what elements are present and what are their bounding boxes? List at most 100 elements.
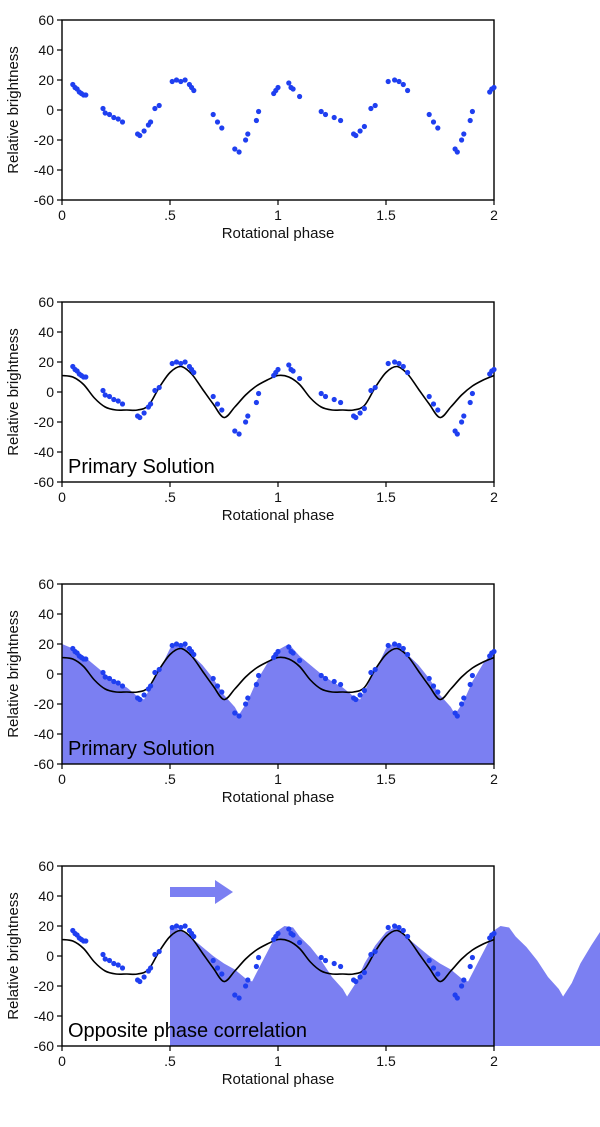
data-point xyxy=(106,393,113,400)
data-point xyxy=(106,111,113,118)
data-point xyxy=(111,960,117,967)
data-point xyxy=(338,963,344,970)
data-point xyxy=(290,86,296,92)
data-point xyxy=(100,951,106,958)
data-point xyxy=(372,948,378,955)
x-tick-label: 1.5 xyxy=(376,771,396,787)
data-point xyxy=(318,390,324,397)
data-point xyxy=(368,105,374,112)
y-tick-label: 20 xyxy=(38,354,54,370)
data-point xyxy=(253,963,259,970)
data-point xyxy=(435,407,441,413)
x-tick-label: .5 xyxy=(164,1053,176,1069)
y-tick-label: -20 xyxy=(34,414,54,430)
y-tick-label: -40 xyxy=(34,162,54,178)
data-point xyxy=(178,642,184,649)
data-point xyxy=(467,963,473,970)
data-point xyxy=(331,960,337,967)
data-point xyxy=(405,87,411,94)
data-point xyxy=(338,117,344,124)
y-tick-label: -20 xyxy=(34,696,54,712)
model-curve xyxy=(62,647,494,701)
data-point xyxy=(469,390,475,397)
data-point xyxy=(243,983,249,989)
data-point xyxy=(115,680,121,686)
data-point xyxy=(405,369,411,376)
data-point xyxy=(385,642,391,649)
data-point xyxy=(111,114,117,121)
panel-annotation: Primary Solution xyxy=(68,738,215,760)
brightness-fill-area xyxy=(170,926,600,1046)
data-point xyxy=(357,974,363,980)
y-tick-label: 0 xyxy=(46,384,54,400)
data-point xyxy=(156,666,162,673)
data-point xyxy=(491,648,497,655)
data-point xyxy=(100,669,106,676)
data-point xyxy=(469,954,475,961)
data-point xyxy=(426,393,432,400)
data-point xyxy=(178,360,184,367)
data-point xyxy=(182,923,188,929)
data-point xyxy=(102,956,108,962)
data-point xyxy=(491,930,497,937)
data-point xyxy=(286,80,292,86)
data-point xyxy=(461,413,467,419)
data-point xyxy=(400,645,406,652)
data-point xyxy=(297,93,303,100)
x-tick-label: .5 xyxy=(164,771,176,787)
data-point xyxy=(331,396,337,403)
data-point xyxy=(372,666,378,673)
data-point xyxy=(141,410,147,416)
data-point xyxy=(148,683,154,689)
plot-frame xyxy=(61,19,495,201)
data-point xyxy=(361,969,367,976)
data-point xyxy=(219,125,225,131)
y-tick-label: -60 xyxy=(34,756,54,772)
data-point xyxy=(322,111,329,118)
data-point xyxy=(106,675,113,682)
data-point xyxy=(119,683,126,689)
data-point xyxy=(322,675,329,682)
x-tick-label: 1 xyxy=(274,489,282,505)
data-point xyxy=(83,938,89,944)
data-point xyxy=(256,108,262,115)
data-point xyxy=(102,392,108,398)
data-point xyxy=(191,369,197,376)
y-tick-label: 40 xyxy=(38,888,54,904)
data-point xyxy=(243,701,249,707)
data-point xyxy=(169,924,175,931)
data-point xyxy=(368,387,374,394)
brightness-fill-area xyxy=(62,644,494,764)
data-point xyxy=(83,374,89,380)
data-point xyxy=(290,368,296,374)
data-point xyxy=(318,954,324,961)
data-point xyxy=(182,641,188,647)
data-point xyxy=(173,923,180,929)
data-point xyxy=(357,128,363,134)
data-point xyxy=(152,387,158,394)
data-point xyxy=(243,419,249,425)
data-point xyxy=(141,128,147,134)
data-point xyxy=(400,363,406,370)
y-tick-label: 40 xyxy=(38,324,54,340)
x-tick-label: 1 xyxy=(274,1053,282,1069)
y-axis-label: Relative brightness xyxy=(5,46,22,174)
data-point xyxy=(232,992,238,998)
y-tick-label: -20 xyxy=(34,132,54,148)
x-tick-label: 0 xyxy=(58,489,66,505)
data-point xyxy=(322,957,329,964)
data-point xyxy=(191,87,197,94)
data-point xyxy=(430,119,437,125)
data-point xyxy=(115,962,121,968)
data-point xyxy=(338,681,344,688)
data-point xyxy=(286,644,292,650)
data-point xyxy=(191,651,197,658)
data-point xyxy=(454,995,460,1001)
data-point xyxy=(430,965,437,971)
y-tick-label: 60 xyxy=(38,858,54,874)
x-tick-label: 1.5 xyxy=(376,489,396,505)
data-point xyxy=(361,123,367,130)
